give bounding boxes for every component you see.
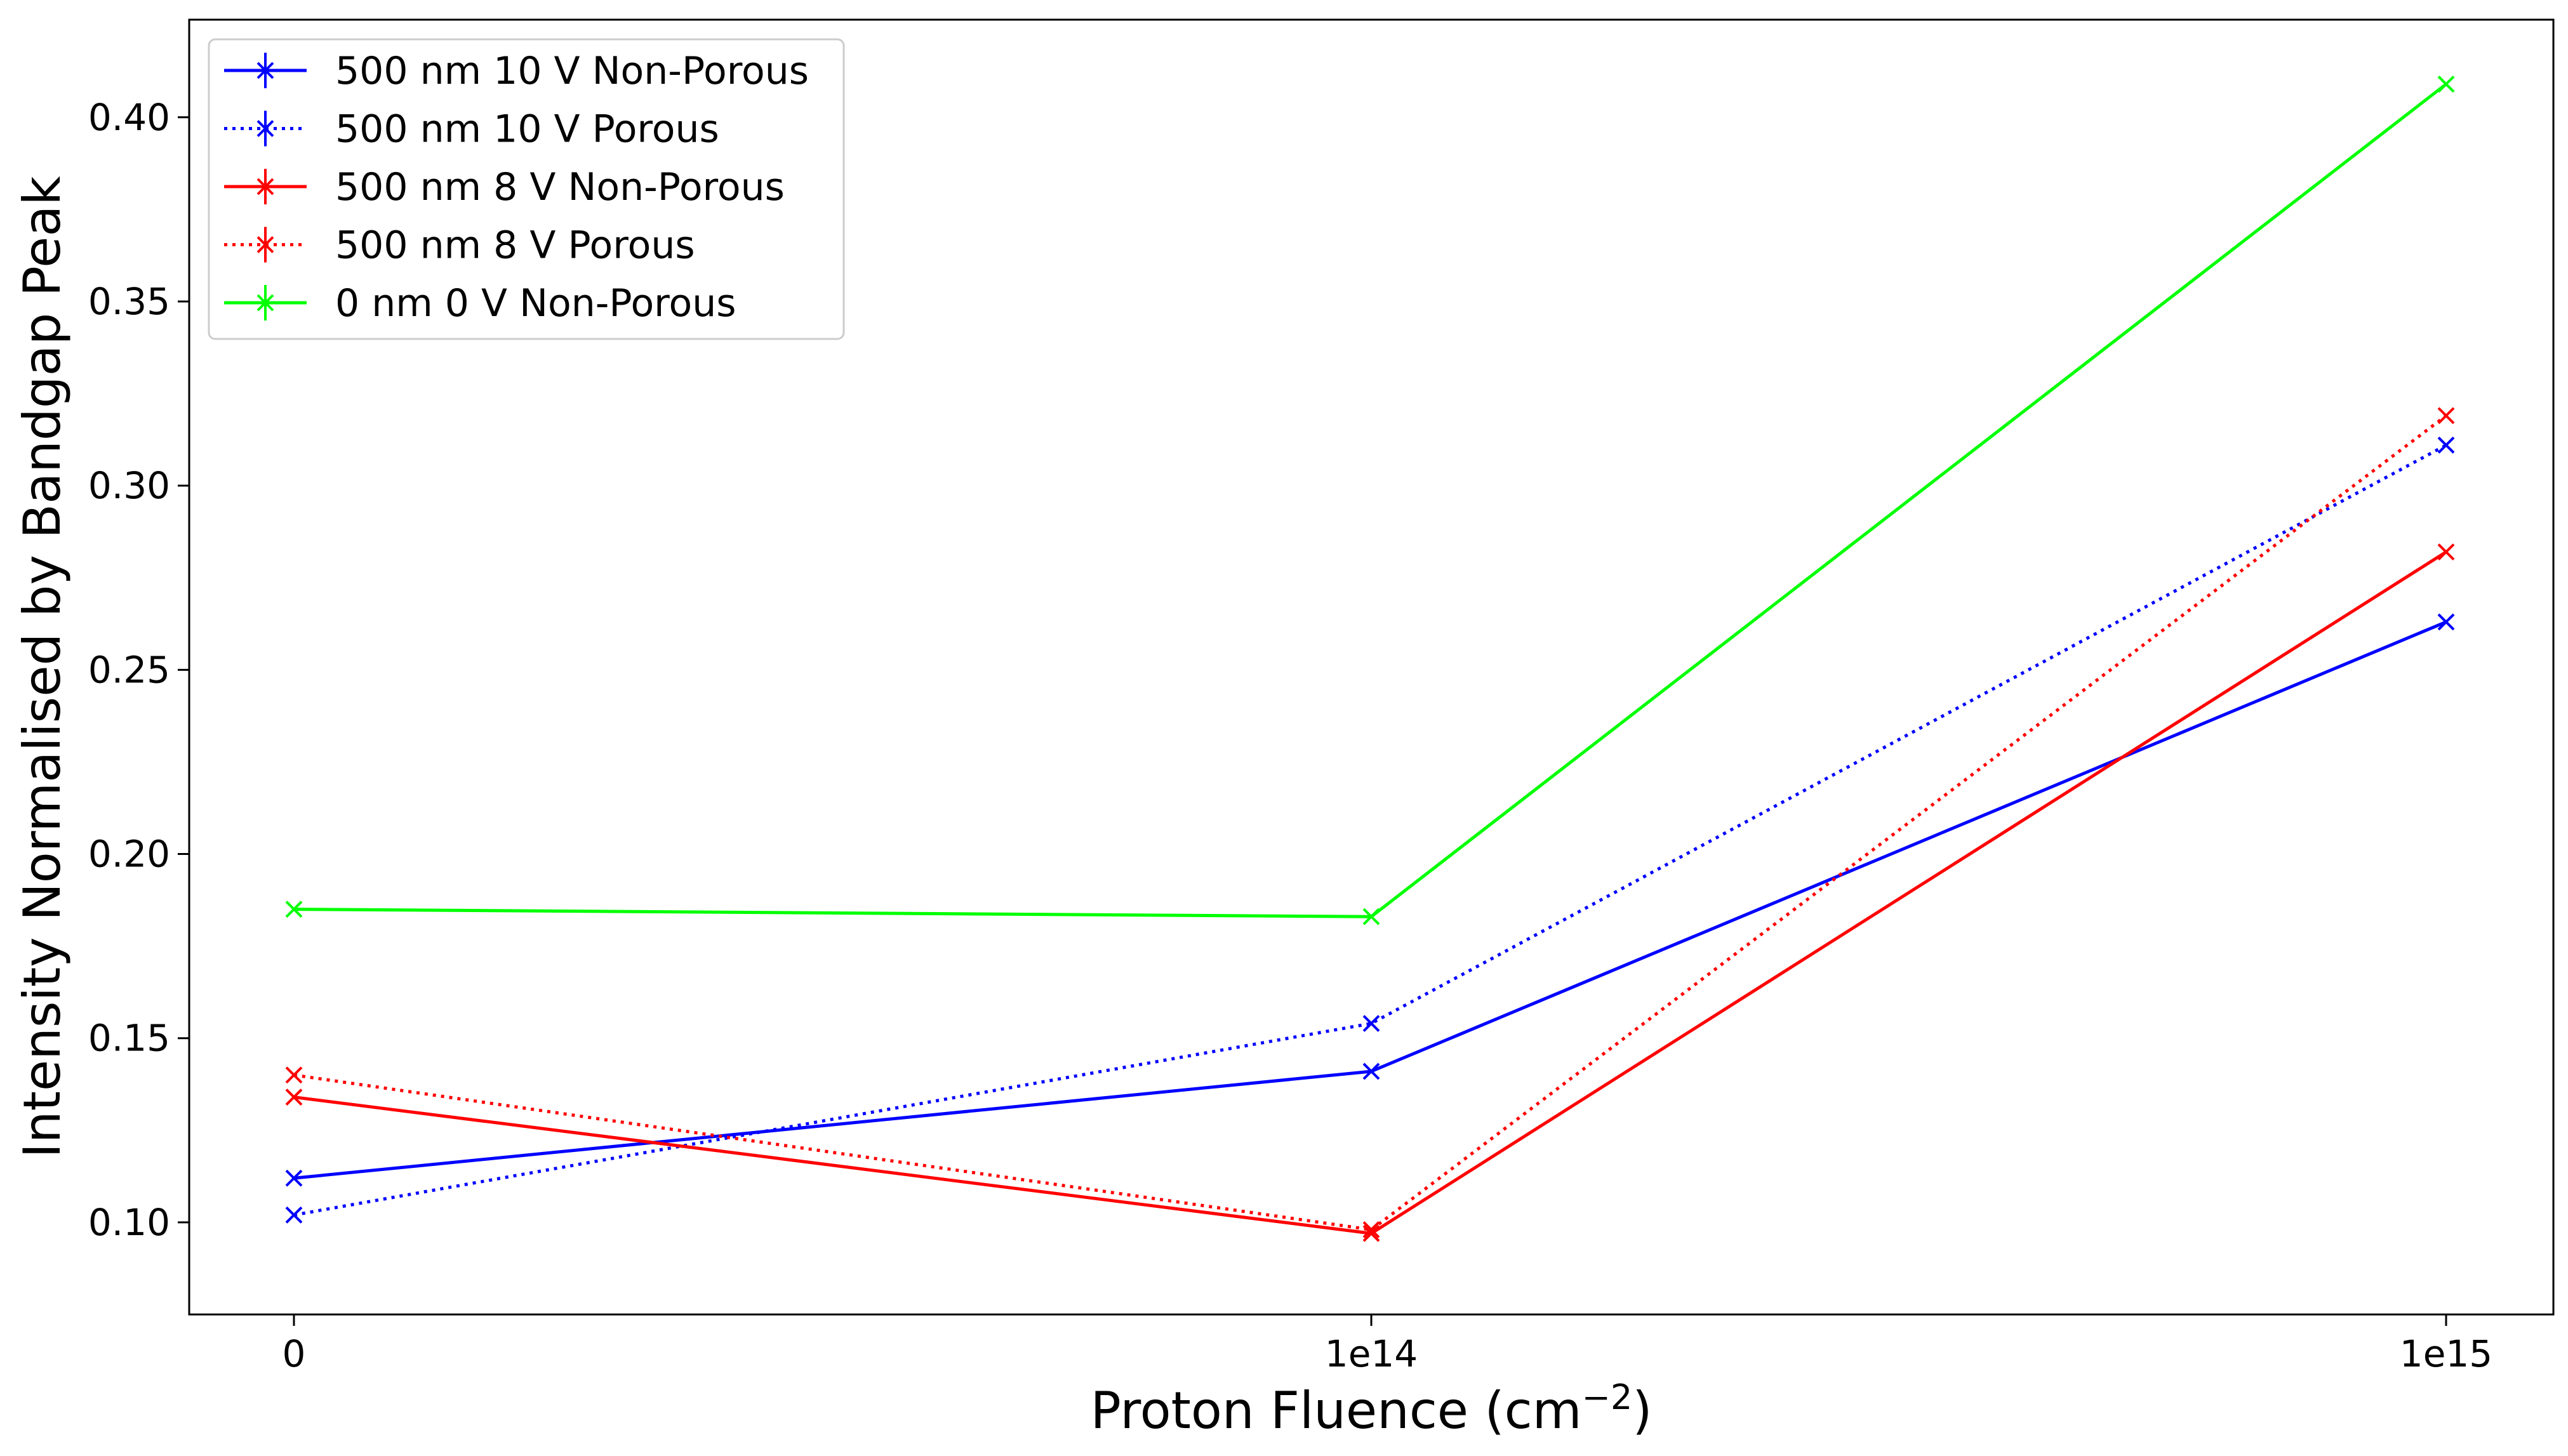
data-point-marker bbox=[1362, 1015, 1380, 1032]
data-point-marker bbox=[2437, 543, 2455, 561]
legend-marker-swatch bbox=[256, 120, 274, 137]
legend-entry: 500 nm 10 V Non-Porous bbox=[224, 49, 809, 93]
data-point-marker bbox=[2437, 436, 2455, 454]
series-1 bbox=[285, 613, 2455, 1187]
series-4 bbox=[285, 407, 2455, 1238]
y-tick-label: 0.20 bbox=[88, 833, 170, 876]
series-line bbox=[293, 550, 2447, 1235]
legend-entry: 0 nm 0 V Non-Porous bbox=[224, 281, 736, 326]
legend: 500 nm 10 V Non-Porous 500 nm 10 V Porous… bbox=[208, 38, 845, 340]
series-5 bbox=[285, 76, 2455, 925]
y-tick-label: 0.30 bbox=[88, 464, 170, 507]
series-line bbox=[293, 444, 2447, 1217]
data-point-marker bbox=[285, 1169, 303, 1187]
x-tick-label: 1e14 bbox=[1325, 1332, 1418, 1375]
x-axis-label-main: Proton Fluence (cm bbox=[1091, 1381, 1582, 1440]
legend-label: 500 nm 8 V Porous bbox=[335, 223, 695, 268]
data-point-marker bbox=[285, 901, 303, 918]
y-tick-label: 0.35 bbox=[88, 280, 170, 323]
series-2 bbox=[285, 436, 2455, 1224]
data-point-marker bbox=[285, 1089, 303, 1106]
data-point-marker bbox=[1362, 908, 1380, 925]
x-tick-label: 0 bbox=[283, 1332, 306, 1375]
data-point-marker bbox=[1362, 1221, 1380, 1238]
data-point-marker bbox=[2437, 613, 2455, 631]
y-axis-ticks: 0.10 0.15 0.20 0.25 0.30 0.35 0.40 bbox=[88, 96, 189, 1244]
legend-label: 500 nm 10 V Non-Porous bbox=[335, 49, 809, 93]
legend-marker-swatch bbox=[256, 62, 274, 79]
legend-marker-swatch bbox=[256, 236, 274, 253]
legend-entry: 500 nm 8 V Non-Porous bbox=[224, 165, 785, 209]
data-point-marker bbox=[2437, 407, 2455, 425]
x-axis-label-close: ) bbox=[1632, 1381, 1652, 1440]
y-tick-label: 0.25 bbox=[88, 648, 170, 691]
legend-label: 0 nm 0 V Non-Porous bbox=[335, 281, 736, 326]
x-axis-label-superscript: −2 bbox=[1582, 1377, 1633, 1417]
legend-marker-swatch bbox=[256, 178, 274, 195]
series-line bbox=[293, 414, 2447, 1232]
y-tick-label: 0.10 bbox=[88, 1201, 170, 1244]
legend-box bbox=[208, 38, 845, 340]
legend-entry: 500 nm 8 V Porous bbox=[224, 223, 695, 268]
legend-marker-swatch bbox=[256, 294, 274, 312]
x-axis-ticks: 0 1e14 1e15 bbox=[283, 1314, 2492, 1375]
series-line bbox=[293, 620, 2447, 1180]
data-point-marker bbox=[285, 1206, 303, 1224]
y-tick-label: 0.40 bbox=[88, 96, 170, 139]
y-tick-label: 0.15 bbox=[88, 1017, 170, 1060]
x-tick-label: 1e15 bbox=[2400, 1332, 2492, 1375]
x-axis-label: Proton Fluence (cm−2) bbox=[1091, 1377, 1653, 1440]
y-axis-label: Intensity Normalised by Bandgap Peak bbox=[13, 176, 72, 1158]
legend-label: 500 nm 8 V Non-Porous bbox=[335, 165, 785, 209]
series-3 bbox=[285, 543, 2455, 1242]
legend-entry: 500 nm 10 V Porous bbox=[224, 107, 719, 152]
data-point-marker bbox=[2437, 76, 2455, 93]
series-layer bbox=[285, 76, 2455, 1242]
legend-label: 500 nm 10 V Porous bbox=[335, 107, 719, 152]
data-point-marker bbox=[285, 1066, 303, 1084]
data-point-marker bbox=[1362, 1062, 1380, 1080]
